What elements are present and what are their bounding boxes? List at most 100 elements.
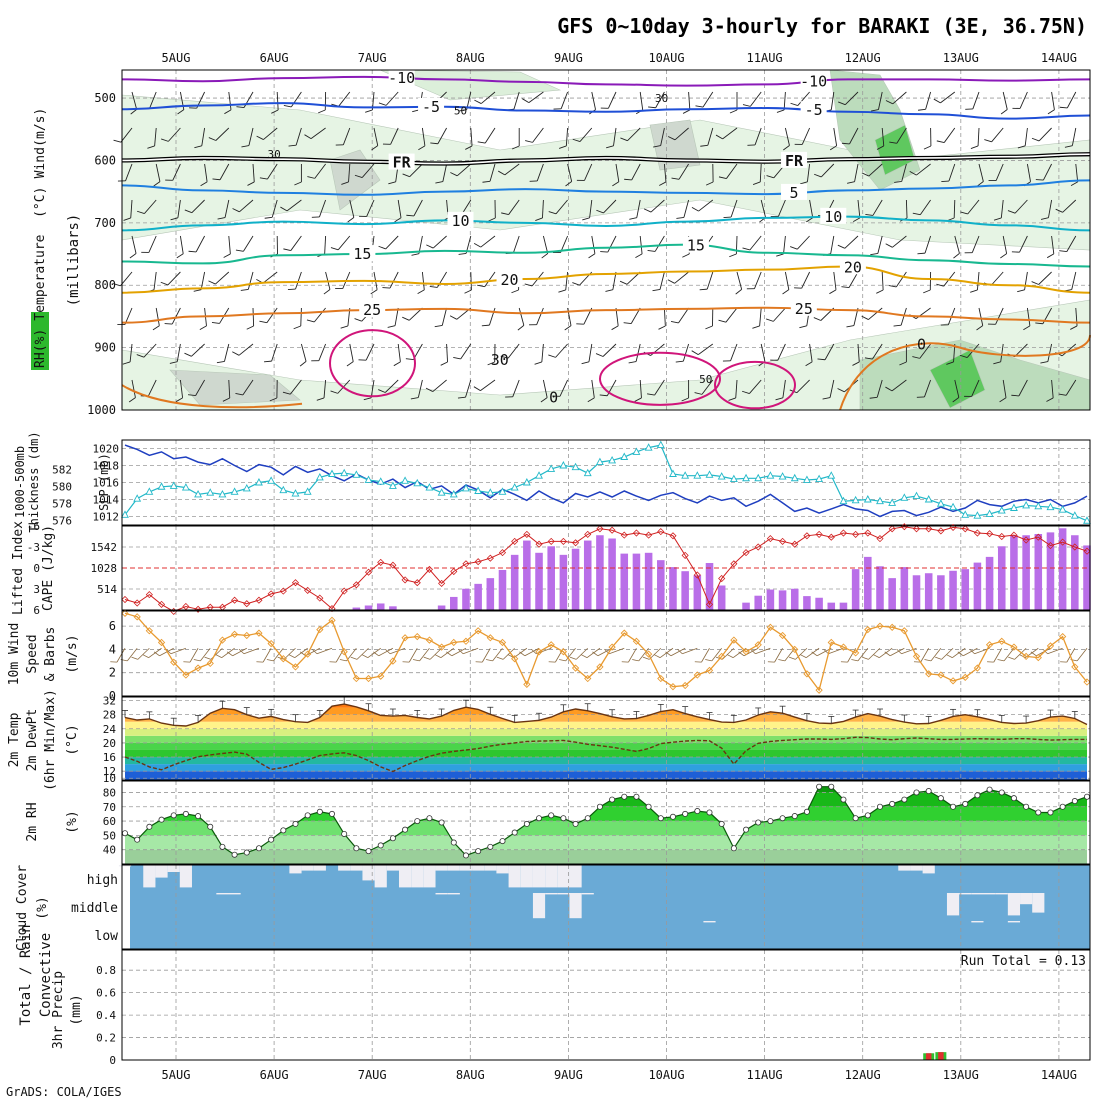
wind-barb	[152, 307, 160, 331]
wind-barb	[110, 648, 126, 663]
rh-point	[462, 852, 469, 859]
wind-speed-point	[437, 643, 446, 651]
cape-bar	[912, 575, 921, 610]
thickness-point	[583, 468, 592, 477]
precip-ytick: 0	[109, 1054, 116, 1067]
rh-point	[1023, 803, 1030, 810]
wind-barb	[747, 127, 762, 146]
cloud-cell	[338, 865, 351, 871]
chart-title: GFS 0~10day 3-hourly for BARAKI (3E, 36.…	[557, 14, 1087, 38]
wind-speed-point	[778, 631, 787, 640]
wind-barb	[215, 647, 235, 659]
cloud-cell	[971, 893, 984, 895]
wind-barb	[953, 235, 960, 259]
li-point	[1083, 547, 1091, 555]
wind-barb	[193, 271, 206, 292]
wind-barb	[553, 91, 569, 110]
wind-barb	[1046, 235, 1055, 259]
wind-barb	[373, 647, 394, 657]
rh-point	[986, 786, 993, 793]
precip-frame	[121, 949, 1091, 1061]
wind-speed-point	[206, 659, 214, 668]
wind-barb	[885, 235, 907, 248]
wind-barb	[457, 379, 472, 399]
wind-speed-point	[523, 680, 531, 688]
wind-barb	[164, 307, 181, 325]
wind-barb	[742, 379, 762, 395]
rh-point	[255, 845, 262, 852]
wind-barb	[794, 127, 811, 145]
wind-barb	[426, 235, 447, 249]
wind-barb	[861, 307, 883, 320]
wind-barb	[175, 379, 184, 403]
wind-speed-point	[291, 663, 300, 671]
wind-barb	[997, 648, 1015, 662]
wind-barb	[681, 380, 690, 402]
thickness-point	[462, 483, 470, 492]
temp-ytick: 28	[103, 709, 116, 722]
rh-point	[146, 823, 153, 830]
wind-barb	[141, 235, 157, 253]
cloud-cell	[362, 865, 375, 881]
li-point	[316, 594, 324, 602]
rh-point	[828, 783, 835, 790]
rh-ytick: 50	[103, 829, 116, 842]
rh-point	[840, 796, 847, 803]
li-point	[742, 549, 750, 557]
wind-barb	[153, 647, 174, 657]
thickness-point	[1058, 505, 1067, 513]
wind-speed-point	[535, 648, 543, 656]
cloud-cell	[1007, 921, 1021, 923]
rh-point	[633, 793, 640, 800]
rh-point	[706, 809, 713, 816]
cloud-cell	[398, 865, 412, 888]
wind-barb	[876, 271, 884, 294]
thickness-point	[230, 487, 239, 495]
wind-speed-point	[230, 630, 239, 638]
thickness-point	[693, 471, 702, 479]
cape-bar	[657, 560, 665, 610]
wind-barb	[606, 127, 617, 149]
wind-barb	[241, 127, 254, 148]
thickness-point	[620, 452, 629, 460]
run-total: Run Total = 0.13	[961, 954, 1086, 969]
wind-barb	[632, 648, 649, 662]
cape-bar	[937, 575, 945, 610]
rh-point	[1010, 795, 1017, 802]
cloud-cell	[447, 865, 460, 871]
wind-barb	[1007, 199, 1028, 214]
thickness-point	[985, 509, 994, 517]
slp-ytick: 1012	[93, 511, 120, 524]
cloud-cell	[1020, 893, 1033, 905]
wind-barb	[742, 235, 762, 251]
cloud-cell	[508, 865, 521, 888]
wind-barb	[477, 271, 496, 288]
cape-bar	[462, 588, 470, 610]
date-label-bottom: 11AUG	[747, 1068, 783, 1082]
wind-speed-point	[912, 652, 921, 661]
wind-barb	[1070, 648, 1088, 662]
thickness-point	[778, 472, 787, 480]
li-point	[961, 525, 969, 533]
wind-barb	[434, 307, 448, 328]
date-label-bottom: 8AUG	[456, 1068, 485, 1082]
thickness-point	[267, 476, 276, 484]
wind-barb	[853, 199, 861, 223]
wind-barb	[735, 271, 743, 295]
wind-barb	[960, 199, 980, 215]
rh-point	[377, 842, 384, 849]
li-point	[450, 567, 458, 576]
rh-point	[523, 820, 530, 827]
rh-point	[1059, 803, 1066, 810]
wind-speed-point	[742, 648, 750, 656]
li-point	[986, 530, 994, 538]
wind-barb	[565, 163, 573, 187]
cloud-cell	[484, 865, 497, 871]
wind-barb	[160, 271, 181, 286]
isotherm-line	[121, 153, 1091, 165]
wind-barb	[525, 127, 544, 143]
cloud-cell	[143, 865, 156, 888]
cape-bar	[571, 548, 580, 610]
wind-barb	[582, 199, 593, 221]
li-ytick: -3	[27, 541, 40, 554]
